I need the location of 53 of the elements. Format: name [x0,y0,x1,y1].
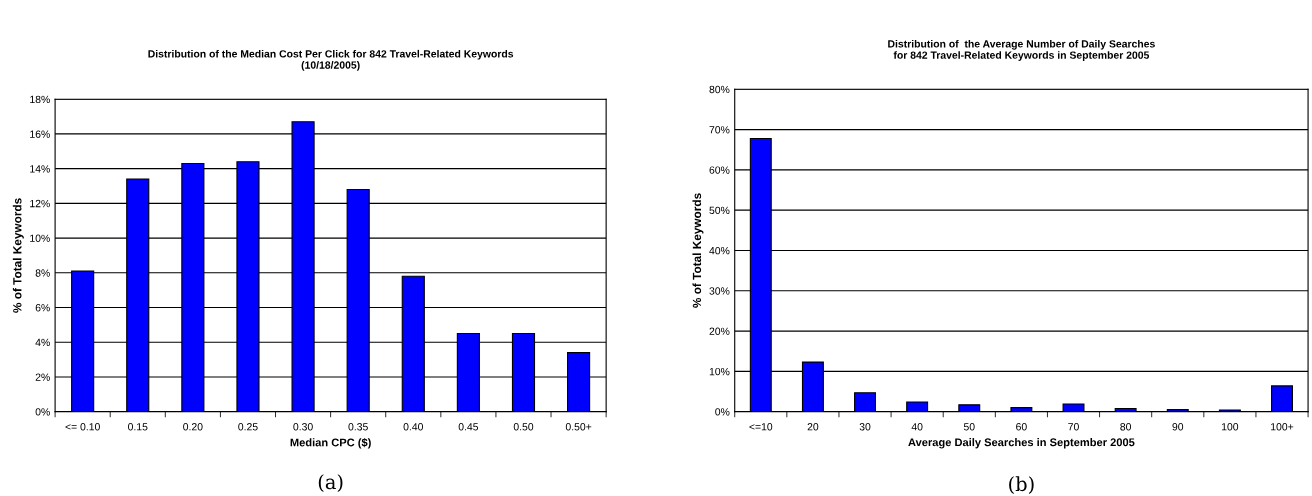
y-tick-label: 40% [709,246,730,255]
bar [906,401,929,412]
y-tick-label: 0% [715,408,730,416]
y-tick-label: 20% [709,327,730,335]
y-tick-label: 2% [35,373,50,381]
y-tick-label: 0% [35,408,50,416]
x-tick-label: 70 [1068,423,1079,431]
x-tick-label: 0.35 [348,423,368,431]
text: (b) [1009,476,1034,494]
y-axis-title: % of Total Keywords [692,193,704,308]
x-tick-label: 100+ [1271,423,1294,431]
chart-title: Distribution of the Median Cost Per Click for 842 Travel-Related Keywords (10/18/2005) [148,49,514,71]
y-tick-label: 10% [30,234,50,242]
y-tick-label: 60% [709,166,730,174]
chart-title: Distribution of the Average Number of Daily Searches for 842 Travel-Related Keywords in September 2005 [888,39,1155,61]
x-tick-label: 20 [807,423,819,431]
y-tick-label: 30% [709,287,730,295]
bar [1271,385,1293,412]
x-tick-label: 0.45 [458,423,479,431]
x-axis-title: Average Daily Searches in September 2005 [908,438,1135,449]
y-tick-label: 14% [30,165,50,173]
bar [1062,403,1085,412]
y-axis-title: % of Total Keywords [12,198,24,313]
x-tick-label: 0.20 [183,423,203,431]
y-tick-label: 16% [30,130,50,138]
x-tick-label: 0.15 [128,423,148,431]
x-tick-label: 60 [1016,423,1027,431]
bar [854,392,877,412]
x-tick-label: 90 [1172,423,1184,431]
x-tick-label: 0.30 [293,423,313,431]
bar [958,404,981,412]
text: (a) [318,474,343,492]
x-tick-label: 0.50+ [565,423,592,431]
x-tick-label: <= 0.10 [65,423,100,431]
x-tick-label: 0.40 [403,423,424,431]
x-tick-label: 40 [911,423,923,431]
x-tick-label: 50 [963,423,975,431]
y-tick-label: 6% [35,304,50,312]
x-tick-label: 0.50 [513,423,534,431]
x-axis-title: Median CPC ($) [290,438,371,449]
x-tick-label: 0.25 [238,423,258,431]
y-tick-label: 80% [709,85,730,94]
x-tick-label: 30 [859,423,871,431]
x-tick-label: <=10 [749,423,773,431]
y-tick-label: 70% [709,126,730,134]
y-tick-label: 10% [709,367,730,376]
y-tick-label: 4% [35,338,50,347]
y-tick-label: 18% [30,95,50,104]
y-tick-label: 12% [30,199,50,208]
x-tick-label: 80 [1120,423,1132,431]
y-tick-label: 8% [35,269,50,277]
x-tick-label: 100 [1221,423,1239,431]
y-tick-label: 50% [709,206,730,215]
